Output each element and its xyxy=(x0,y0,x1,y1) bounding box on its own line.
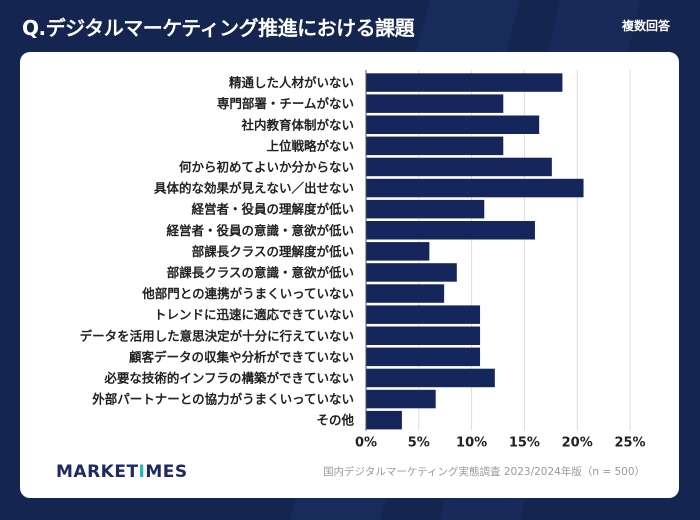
logo-text-accent: I xyxy=(138,462,146,482)
bar xyxy=(366,347,481,367)
brand-logo: MARKETIMES xyxy=(56,462,188,482)
bar xyxy=(366,178,584,198)
x-tick-label: 10% xyxy=(456,436,487,451)
category-label: 上位戦略がない xyxy=(266,138,354,153)
bar xyxy=(366,326,481,345)
bar xyxy=(366,410,402,430)
logo-text-prefix: MARKET xyxy=(56,462,139,482)
page-title: Q.デジタルマーケティング推進における課題 xyxy=(22,16,415,40)
bar xyxy=(366,284,445,303)
category-label: データを活用した意思決定が十分に行えていない xyxy=(80,328,354,343)
category-label: 精通した人材がいない xyxy=(229,75,354,90)
category-label: 外部パートナーとの協力がうまくいっていない xyxy=(91,392,354,407)
answer-type-badge: 複数回答 xyxy=(621,19,670,33)
category-label: 他部門との連携がうまくいっていない xyxy=(141,286,354,301)
bar xyxy=(366,368,495,388)
category-label: 専門部署・チームがない xyxy=(217,96,354,111)
category-label: 何から初めてよいか分からない xyxy=(179,159,354,174)
category-label: その他 xyxy=(316,413,354,428)
x-tick-label: 20% xyxy=(562,436,593,451)
bar xyxy=(366,263,457,282)
logo-text-suffix: MES xyxy=(145,462,188,482)
bar xyxy=(366,136,504,156)
bar xyxy=(366,305,481,324)
bar xyxy=(366,157,552,177)
category-label: 部課長クラスの理解度が低い xyxy=(192,244,354,259)
bar xyxy=(366,242,430,261)
category-label: 経営者・役員の意識・意欲が低い xyxy=(166,223,354,238)
x-tick-label: 15% xyxy=(509,436,540,451)
bar xyxy=(366,389,436,409)
category-label: 必要な技術的インフラの構築ができていない xyxy=(103,370,354,385)
bar xyxy=(366,115,540,134)
bar xyxy=(366,94,504,113)
x-tick-label: 25% xyxy=(614,436,645,451)
x-tick-label: 0% xyxy=(355,436,377,451)
bar xyxy=(366,199,485,219)
bar xyxy=(366,221,535,240)
source-note: 国内デジタルマーケティング実態調査 2023/2024年版（n = 500） xyxy=(323,466,645,478)
x-tick-label: 5% xyxy=(408,436,430,451)
category-label: 具体的な効果が見えない／出せない xyxy=(153,181,354,196)
category-label: 顧客データの収集や分析ができていない xyxy=(129,349,354,364)
category-label: 社内教育体制がない xyxy=(240,117,354,132)
bar-chart: 0% 5% 10% 15% 20% 25% 精通した人材がいない専門部署・チームがない社内教… xyxy=(80,70,646,451)
category-label: 経営者・役員の理解度が低い xyxy=(191,202,354,217)
bar xyxy=(366,73,563,92)
category-label: トレンドに迅速に適応できていない xyxy=(154,307,354,322)
category-label: 部課長クラスの意識・意欲が低い xyxy=(167,265,354,280)
chart-card: 0% 5% 10% 15% 20% 25% 精通した人材がいない専門部署・チームがない社内教… xyxy=(20,52,679,498)
